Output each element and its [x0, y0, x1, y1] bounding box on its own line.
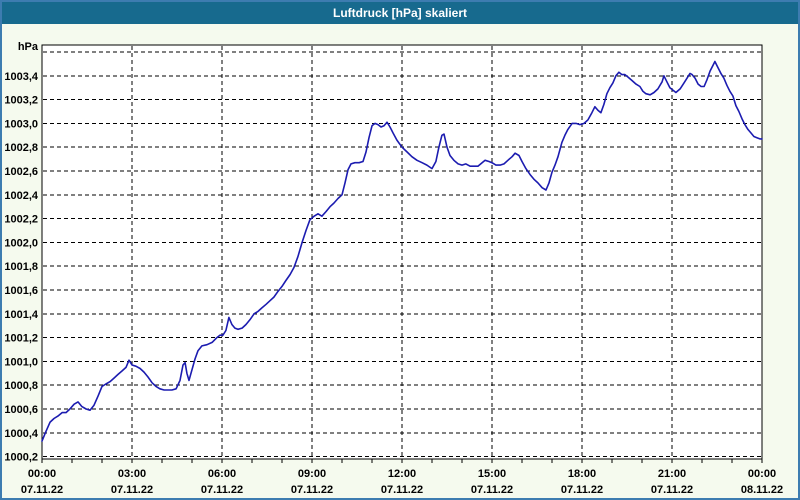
x-date-label: 07.11.22 [651, 484, 693, 496]
pressure-series-line [41, 60, 763, 442]
x-time-label: 12:00 [388, 468, 416, 480]
x-time-label: 09:00 [298, 468, 326, 480]
x-date-label: 07.11.22 [471, 484, 513, 496]
y-tick-label: 1001,8 [4, 261, 38, 273]
y-tick-label: 1002,2 [4, 214, 38, 226]
y-tick-label: 1001,6 [4, 285, 38, 297]
y-tick-label: 1000,2 [4, 452, 38, 464]
x-time-label: 03:00 [118, 468, 146, 480]
x-date-label: 07.11.22 [381, 484, 423, 496]
y-tick-label: 1001,0 [4, 356, 38, 368]
y-tick-label: 1002,0 [4, 237, 38, 249]
y-tick-label: 1001,2 [4, 333, 38, 345]
y-tick-label: 1002,8 [4, 142, 38, 154]
y-tick-label: 1002,6 [4, 166, 38, 178]
x-date-label: 07.11.22 [21, 484, 63, 496]
x-time-label: 21:00 [658, 468, 686, 480]
x-date-label: 08.11.22 [741, 484, 783, 496]
x-time-label: 18:00 [568, 468, 596, 480]
window-title: Luftdruck [hPa] skaliert [332, 6, 468, 20]
x-time-label: 06:00 [208, 468, 236, 480]
x-time-label: 00:00 [28, 468, 56, 480]
y-tick-label: 1003,2 [4, 95, 38, 107]
x-date-label: 07.11.22 [201, 484, 243, 496]
y-axis-unit-label: hPa [18, 41, 39, 53]
x-date-label: 07.11.22 [561, 484, 603, 496]
x-date-label: 07.11.22 [291, 484, 333, 496]
y-tick-label: 1001,4 [4, 309, 39, 321]
x-date-label: 07.11.22 [111, 484, 153, 496]
y-tick-label: 1003,4 [4, 71, 39, 83]
y-tick-label: 1002,4 [4, 190, 39, 202]
window-titlebar: Luftdruck [hPa] skaliert [2, 2, 798, 24]
y-tick-label: 1000,6 [4, 404, 38, 416]
x-time-label: 15:00 [478, 468, 506, 480]
y-tick-label: 1000,8 [4, 380, 38, 392]
x-time-label: 00:00 [748, 468, 776, 480]
y-tick-label: 1003,0 [4, 118, 38, 130]
y-tick-label: 1000,4 [4, 428, 39, 440]
